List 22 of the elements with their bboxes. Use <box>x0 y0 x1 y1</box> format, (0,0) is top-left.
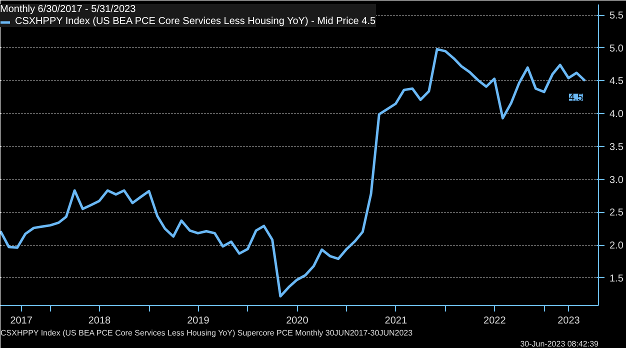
y-tick-label: 5.5 <box>610 10 624 22</box>
x-tick-label: 2019 <box>187 316 210 326</box>
x-tick-label: 2022 <box>484 316 506 326</box>
y-tick-label: 3.0 <box>610 174 624 186</box>
legend-label: CSXHPPY Index (US BEA PCE Core Services Less Housing YoY) - Mid Price 4.5 <box>15 16 376 27</box>
x-tick-label: 2020 <box>286 316 309 326</box>
y-tick-label: 4.0 <box>610 109 624 120</box>
y-tick-label: 4.5 <box>610 76 624 88</box>
text: 30-Jun-2023 08:42:39 <box>520 340 600 348</box>
text: CSXHPPY Index (US BEA PCE Core Services Less Housing YoY) Supercore PCE Monthly 30JUN2017-30JUN2023 <box>0 328 414 338</box>
y-tick-label: 2.0 <box>610 240 624 252</box>
x-tick-label: 2023 <box>558 316 580 326</box>
y-tick-label: 1.5 <box>610 273 624 284</box>
y-tick-label: 5.0 <box>610 43 624 54</box>
y-tick-label: 3.5 <box>610 142 624 153</box>
line-series <box>0 48 586 298</box>
x-tick-label: 2021 <box>384 316 408 326</box>
data-label: 4.5 <box>568 92 584 104</box>
legend-title: Monthly 6/30/2017 - 5/31/2023 <box>0 4 137 15</box>
x-tick-label: 2018 <box>88 316 112 326</box>
x-tick-label: 2017 <box>10 316 33 326</box>
y-tick-label: 2.5 <box>610 208 624 219</box>
